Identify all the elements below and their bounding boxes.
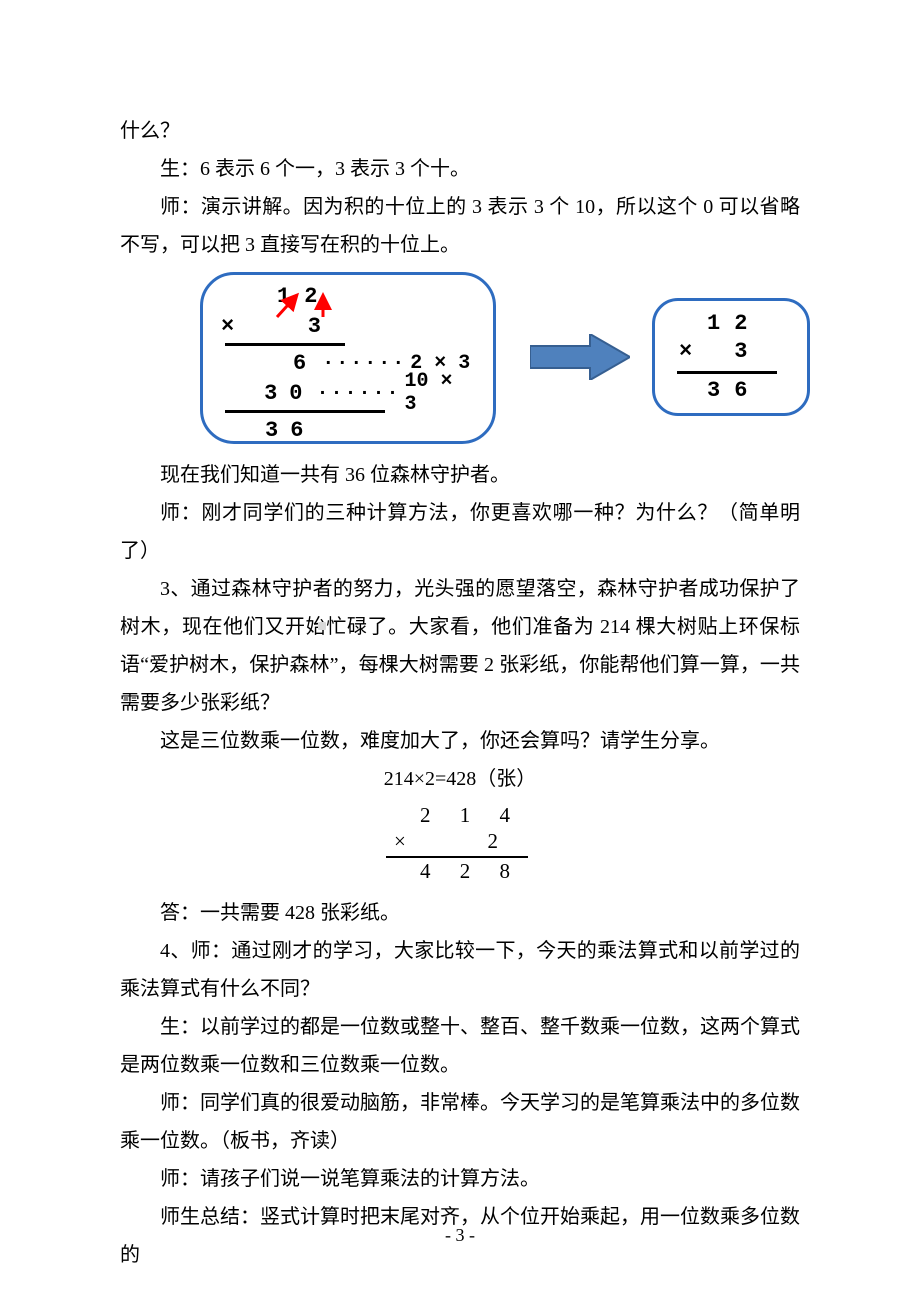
body-text: 答：一共需要 428 张彩纸。	[120, 894, 800, 932]
red-arrows-icon	[269, 289, 349, 319]
vcalc-row3: 4 2 8	[380, 858, 540, 884]
diagram-right-box: 12 × 03 36	[652, 298, 810, 416]
multiplication-diagram: 1 2 × 3 6 ······ 2 × 3 30 ······ 10 × 3	[200, 272, 880, 448]
body-text: 这是三位数乘一位数，难度加大了，你还会算吗？请学生分享。	[120, 722, 800, 760]
right-r1-d2: 2	[734, 311, 761, 336]
blue-arrow-icon	[530, 334, 630, 380]
dots: ······	[316, 382, 400, 405]
vcalc-multiplier: 2	[488, 829, 511, 853]
page-number: - 3 -	[0, 1225, 920, 1246]
diagram-result: 36	[265, 418, 315, 443]
diagram-rule	[677, 371, 777, 374]
right-res-d1: 3	[707, 378, 734, 403]
vcalc-row2: × 2	[386, 828, 528, 858]
body-text: 师：刚才同学们的三种计算方法，你更喜欢哪一种？为什么？（简单明了）	[120, 494, 800, 570]
right-res-d2: 6	[734, 378, 761, 403]
document-page: 什么？ 生：6 表示 6 个一，3 表示 3 个十。 师：演示讲解。因为积的十位…	[0, 0, 920, 1302]
body-text: 现在我们知道一共有 36 位森林守护者。	[120, 456, 800, 494]
body-text: 生：6 表示 6 个一，3 表示 3 个十。	[120, 150, 800, 188]
vcalc-row1: 2 1 4	[380, 802, 540, 828]
body-text: 师：同学们真的很爱动脑筋，非常棒。今天学习的是笔算乘法中的多位数乘一位数。（板书…	[120, 1084, 800, 1160]
diagram-left-box: 1 2 × 3 6 ······ 2 × 3 30 ······ 10 × 3	[200, 272, 496, 444]
right-r1-d1: 1	[707, 311, 734, 336]
right-mult-symbol: ×	[679, 339, 692, 364]
body-text: 4、师：通过刚才的学习，大家比较一下，今天的乘法算式和以前学过的乘法算式有什么不…	[120, 932, 800, 1008]
partial2-label: 10 × 3	[405, 370, 476, 416]
vertical-calc: 2 1 4 × 2 4 2 8	[380, 802, 540, 884]
vcalc-mult-symbol: ×	[394, 828, 406, 854]
body-text: 什么？	[120, 112, 800, 150]
right-multiplier: 3	[734, 339, 761, 364]
diagram-rule	[225, 343, 345, 346]
partial1-value: 6	[293, 351, 320, 376]
body-text: 师：请孩子们说一说笔算乘法的计算方法。	[120, 1160, 800, 1198]
body-text: 3、通过森林守护者的努力，光头强的愿望落空，森林守护者成功保护了树木，现在他们又…	[120, 570, 800, 722]
dots: ······	[322, 352, 406, 375]
body-text: 生：以前学过的都是一位数或整十、整百、整千数乘一位数，这两个算式是两位数乘一位数…	[120, 1008, 800, 1084]
diagram-rule	[225, 410, 385, 413]
partial2-value: 30	[264, 381, 314, 406]
watermark-dot	[318, 622, 326, 630]
multiply-symbol: ×	[221, 314, 245, 339]
body-text: 师：演示讲解。因为积的十位上的 3 表示 3 个 10，所以这个 0 可以省略不…	[120, 188, 800, 264]
equation-text: 214×2=428（张）	[120, 760, 800, 798]
